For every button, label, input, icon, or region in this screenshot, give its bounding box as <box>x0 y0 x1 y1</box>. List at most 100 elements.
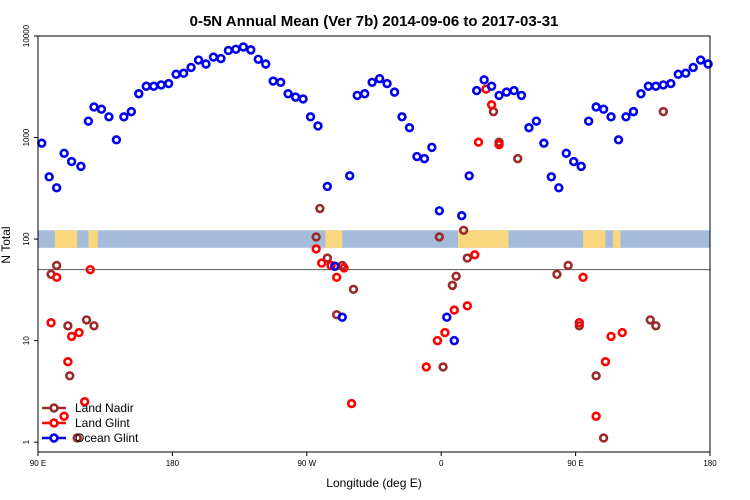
data-point <box>666 78 676 89</box>
data-point <box>51 272 62 283</box>
data-point <box>119 112 129 122</box>
data-point <box>576 161 586 172</box>
data-point <box>524 122 534 133</box>
data-point <box>305 112 316 122</box>
data-point <box>427 142 437 153</box>
data-point <box>546 172 557 182</box>
x-tick-label: 90 E <box>30 459 46 468</box>
y-tick-label: 100 <box>22 232 31 246</box>
legend-marker <box>49 403 59 413</box>
data-point <box>412 151 422 162</box>
data-point <box>359 89 370 99</box>
data-point <box>645 315 655 325</box>
data-point <box>471 85 482 96</box>
data-point <box>83 116 94 126</box>
data-point <box>59 411 69 421</box>
data-point <box>374 73 385 84</box>
data-point <box>337 312 347 322</box>
data-point <box>317 258 327 268</box>
legend-marker <box>49 433 59 443</box>
data-point <box>322 181 333 192</box>
data-point <box>449 335 459 346</box>
data-point <box>651 321 661 331</box>
data-point <box>156 80 166 90</box>
legend-label: Ocean Glint <box>75 431 139 445</box>
data-point <box>438 362 448 372</box>
y-tick-label: 10000 <box>22 24 31 47</box>
series-land-nadir <box>46 106 669 443</box>
data-point <box>253 54 263 64</box>
y-axis-label: N Total <box>0 226 13 263</box>
legend-marker <box>49 418 59 428</box>
data-point <box>134 89 144 99</box>
data-point <box>501 87 512 97</box>
data-point <box>311 232 321 242</box>
x-tick-label: 0 <box>439 459 444 468</box>
data-point <box>46 318 56 328</box>
data-point <box>539 138 549 148</box>
data-point <box>578 272 588 283</box>
data-point <box>163 78 174 89</box>
data-point <box>440 327 450 338</box>
data-point <box>636 89 646 99</box>
data-point <box>598 433 609 443</box>
data-point <box>598 104 609 114</box>
data-point <box>171 69 181 79</box>
data-point <box>348 284 359 295</box>
data-point <box>442 312 452 322</box>
data-point <box>606 331 616 342</box>
data-point <box>494 140 504 150</box>
data-point <box>346 398 357 409</box>
data-point <box>382 78 392 89</box>
ocean-band <box>38 230 710 248</box>
data-point <box>193 55 204 65</box>
data-point <box>486 81 497 91</box>
data-point <box>330 261 340 271</box>
data-point <box>261 59 271 69</box>
data-point <box>458 225 469 236</box>
data-point <box>51 260 62 271</box>
legend-label: Land Nadir <box>75 401 134 415</box>
legend-label: Land Glint <box>75 416 130 430</box>
data-point <box>66 156 77 167</box>
data-point <box>591 102 601 112</box>
legend-item: Land Glint <box>42 416 130 430</box>
data-point <box>315 203 325 214</box>
data-point <box>552 269 562 279</box>
data-point <box>509 85 519 96</box>
data-point <box>352 90 362 101</box>
data-point <box>141 81 151 91</box>
data-point <box>89 102 99 112</box>
data-point <box>51 183 62 193</box>
data-point <box>76 161 86 172</box>
data-point <box>462 301 473 311</box>
data-point <box>367 77 377 87</box>
data-point <box>298 94 308 104</box>
data-point <box>569 156 579 167</box>
land-segment <box>54 230 78 248</box>
data-point <box>658 80 669 90</box>
land-segment <box>88 230 98 248</box>
data-point <box>208 52 219 62</box>
data-point <box>600 357 611 367</box>
data-point <box>673 69 683 79</box>
x-axis-label: Longitude (deg E) <box>326 476 421 490</box>
data-point <box>85 264 95 275</box>
x-tick-label: 180 <box>703 459 717 468</box>
y-tick-label: 1000 <box>22 128 31 146</box>
data-point <box>44 172 54 182</box>
data-point <box>63 321 73 331</box>
data-point <box>513 153 523 164</box>
data-point <box>331 272 342 283</box>
data-point <box>473 137 484 147</box>
data-point <box>66 331 77 342</box>
data-point <box>574 318 585 328</box>
data-point <box>216 53 226 64</box>
data-point <box>419 153 430 164</box>
y-tick-label: 10 <box>22 336 31 345</box>
data-point <box>494 90 504 101</box>
data-point <box>554 183 564 193</box>
x-tick-label: 180 <box>166 459 180 468</box>
